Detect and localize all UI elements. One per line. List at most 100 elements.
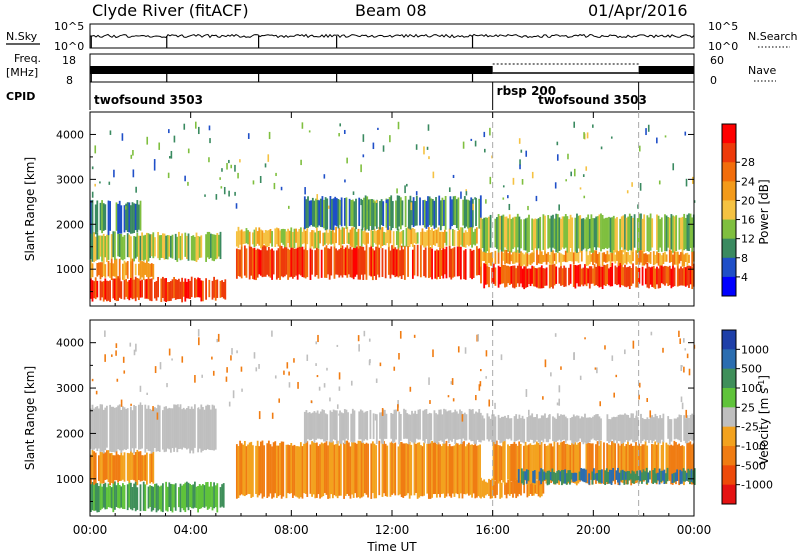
heatmap-cell — [413, 244, 416, 276]
heatmap-cell — [510, 444, 513, 482]
heatmap-cell — [363, 197, 365, 228]
heatmap-cell — [322, 232, 325, 247]
heatmap-cell — [243, 245, 246, 276]
heatmap-cell — [524, 471, 527, 480]
heatmap-cell — [683, 446, 685, 486]
heatmap-cell — [542, 415, 545, 443]
heatmap-cell — [585, 166, 588, 171]
heatmap-cell — [192, 408, 195, 454]
heatmap-cell — [335, 410, 338, 444]
heatmap-cell — [643, 214, 646, 252]
heatmap-cell — [128, 234, 131, 258]
heatmap-cell — [285, 444, 288, 499]
heatmap-cell — [152, 486, 155, 511]
heatmap-cell — [230, 164, 233, 169]
heatmap-cell — [184, 410, 187, 416]
heatmap-region — [517, 467, 696, 486]
heatmap-cell — [572, 252, 575, 265]
heatmap-cell — [690, 468, 693, 482]
heatmap-cell — [112, 231, 115, 258]
heatmap-cell — [343, 409, 346, 445]
heatmap-cell — [585, 267, 588, 287]
heatmap-cell — [500, 251, 503, 267]
heatmap-cell — [561, 469, 563, 486]
heatmap-cell — [187, 482, 190, 511]
heatmap-cell — [308, 200, 311, 227]
heatmap-cell — [507, 195, 509, 199]
heatmap-cell — [198, 278, 201, 298]
heatmap-cell — [121, 133, 124, 141]
heatmap-cell — [569, 445, 572, 484]
heatmap-cell — [147, 405, 150, 451]
heatmap-cell — [170, 235, 172, 258]
heatmap-cell — [483, 263, 486, 289]
heatmap-cell — [399, 197, 402, 230]
heatmap-cell — [657, 252, 660, 266]
heatmap-cell — [648, 217, 650, 252]
heatmap-cell — [575, 472, 578, 481]
heatmap-cell — [293, 248, 296, 277]
heatmap-cell — [577, 442, 580, 484]
heatmap-cell — [585, 217, 588, 252]
heatmap-cell — [621, 469, 624, 480]
cpid-mode-label: twofsound 3503 — [94, 93, 203, 107]
heatmap-cell — [539, 267, 542, 289]
heatmap-cell — [664, 135, 667, 138]
heatmap-cell — [363, 250, 366, 275]
heatmap-cell — [537, 418, 540, 442]
heatmap-cell — [144, 279, 147, 299]
heatmap-cell — [344, 179, 346, 183]
heatmap-cell — [614, 417, 617, 441]
heatmap-cell — [414, 410, 417, 443]
heatmap-cell — [139, 402, 142, 410]
heatmap-cell — [505, 265, 508, 287]
heatmap-cell — [637, 204, 639, 209]
heatmap-cell — [295, 228, 297, 243]
heatmap-cell — [495, 440, 498, 482]
heatmap-cell — [256, 440, 259, 498]
heatmap-cell — [479, 248, 481, 276]
heatmap-cell — [662, 413, 665, 443]
heatmap-cell — [526, 268, 529, 288]
heatmap-cell — [114, 231, 116, 261]
heatmap-cell — [332, 409, 335, 440]
heatmap-cell — [583, 195, 586, 199]
heatmap-cell — [552, 250, 554, 264]
heatmap-cell — [606, 250, 609, 263]
heatmap-cell — [603, 442, 605, 484]
heatmap-cell — [271, 412, 274, 419]
heatmap-cell — [588, 417, 591, 443]
heatmap-cell — [313, 200, 316, 227]
heatmap-cell — [631, 445, 634, 484]
colorbar-swatch — [722, 446, 736, 466]
heatmap-cell — [365, 232, 368, 246]
heatmap-cell — [429, 247, 432, 278]
heatmap-cell — [372, 200, 375, 230]
heatmap-cell — [516, 265, 519, 284]
heatmap-cell — [464, 446, 467, 495]
heatmap-cell — [99, 181, 101, 184]
heatmap-cell — [596, 414, 599, 441]
heatmap-cell — [604, 345, 606, 350]
nsky-trace — [89, 33, 695, 48]
x-tick-label: 00:00 — [73, 523, 108, 537]
heatmap-cell — [628, 254, 631, 264]
heatmap-cell — [402, 443, 405, 498]
heatmap-cell — [534, 478, 537, 494]
heatmap-cell — [311, 412, 314, 439]
heatmap-cell — [308, 412, 311, 441]
heatmap-cell — [443, 229, 446, 243]
heatmap-cell — [559, 471, 562, 482]
heatmap-cell — [681, 216, 684, 253]
heatmap-cell — [96, 263, 99, 277]
heatmap-cell — [317, 334, 319, 343]
heatmap-cell — [556, 413, 559, 441]
heatmap-cell — [134, 406, 137, 449]
heatmap-cell — [472, 231, 475, 245]
heatmap-cell — [126, 452, 129, 481]
heatmap-cell — [691, 266, 694, 290]
heatmap-cell — [462, 199, 465, 226]
heatmap-cell — [336, 440, 339, 499]
heatmap-cell — [359, 246, 361, 280]
